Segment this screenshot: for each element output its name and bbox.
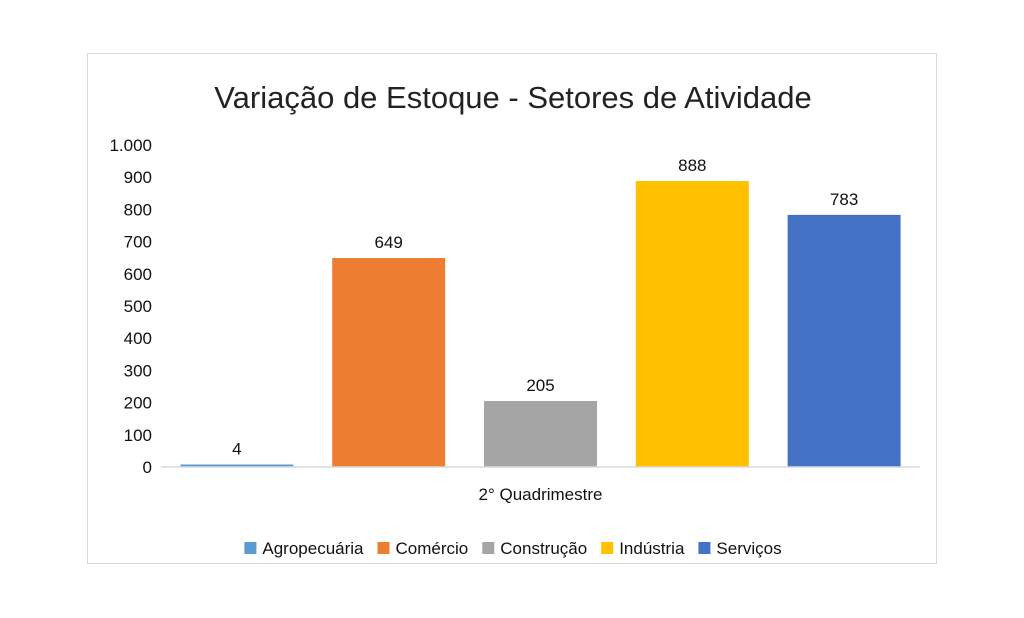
data-label: 4 xyxy=(232,440,241,459)
data-label: 783 xyxy=(830,190,858,209)
chart-title: Variação de Estoque - Setores de Ativida… xyxy=(214,80,811,115)
data-labels: 4 649 205 888 783 xyxy=(232,156,858,458)
bars xyxy=(180,181,901,467)
x-category-label: 2° Quadrimestre xyxy=(479,485,603,504)
y-tick-label: 900 xyxy=(124,168,152,187)
legend-swatch xyxy=(698,542,711,554)
chart-frame: Variação de Estoque - Setores de Ativida… xyxy=(87,53,937,564)
y-axis-ticks: 0 100 200 300 400 500 600 700 800 900 1.000 xyxy=(109,136,152,477)
y-tick-label: 200 xyxy=(124,394,152,413)
legend-label: Serviços xyxy=(716,539,781,558)
bar-serviços xyxy=(787,214,901,467)
y-tick-label: 1.000 xyxy=(109,136,152,155)
bar-indústria xyxy=(635,181,749,467)
y-tick-label: 700 xyxy=(124,233,152,252)
data-label: 649 xyxy=(375,233,403,252)
y-tick-label: 300 xyxy=(124,361,152,380)
legend-swatch xyxy=(244,542,257,554)
legend-swatch xyxy=(377,542,390,554)
data-label: 888 xyxy=(678,156,706,175)
legend-swatch xyxy=(601,542,614,554)
legend-label: Agropecuária xyxy=(262,539,364,558)
legend-swatch xyxy=(482,542,495,554)
y-tick-label: 400 xyxy=(124,329,152,348)
legend-label: Indústria xyxy=(619,539,685,558)
bar-construção xyxy=(484,400,597,467)
legend-label: Comércio xyxy=(396,539,469,558)
bar-chart: Variação de Estoque - Setores de Ativida… xyxy=(109,80,920,558)
data-label: 205 xyxy=(526,376,554,395)
y-tick-label: 800 xyxy=(124,200,152,219)
y-tick-label: 600 xyxy=(124,265,152,284)
y-tick-label: 500 xyxy=(124,297,152,316)
y-tick-label: 0 xyxy=(143,458,152,477)
legend-label: Construção xyxy=(500,539,587,558)
bar-agropecuária xyxy=(180,464,294,467)
bar-comércio xyxy=(332,258,446,467)
legend: Agropecuária Comércio Construção Indústria S… xyxy=(244,539,782,558)
y-tick-label: 100 xyxy=(124,426,152,445)
